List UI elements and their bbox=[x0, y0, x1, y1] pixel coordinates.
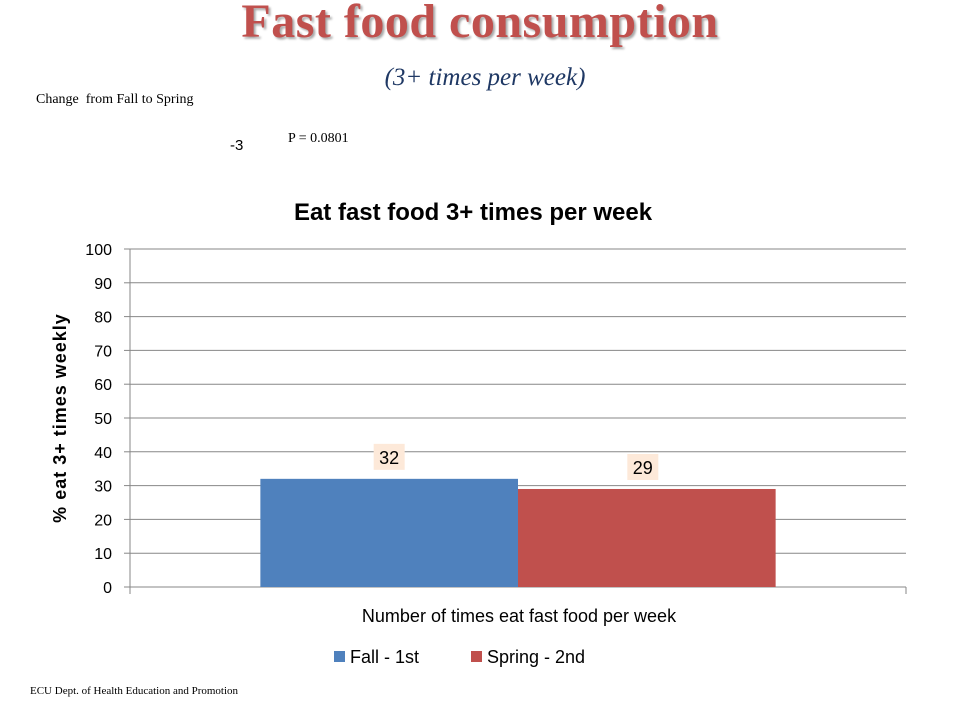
chart-title: Eat fast food 3+ times per week bbox=[294, 199, 653, 226]
slide-subtitle: (3+ times per week) bbox=[384, 64, 586, 91]
bars bbox=[260, 478, 776, 587]
legend-swatch bbox=[334, 651, 345, 662]
data-label: 32 bbox=[379, 448, 399, 468]
bar-spring-2nd bbox=[518, 488, 776, 587]
data-label-bg bbox=[627, 453, 659, 480]
y-tick-label: 20 bbox=[94, 512, 112, 529]
y-tick-label: 70 bbox=[94, 343, 112, 360]
y-tick-label: 50 bbox=[94, 411, 112, 428]
change-label: Change from Fall to Spring bbox=[36, 92, 194, 107]
p-value: P = 0.0801 bbox=[288, 131, 349, 146]
gridlines bbox=[130, 248, 906, 554]
y-tick-label: 40 bbox=[94, 445, 112, 462]
data-labels: 32 29 bbox=[373, 443, 659, 480]
y-tick-label: 60 bbox=[94, 377, 112, 394]
y-tick-label: 10 bbox=[94, 546, 112, 563]
x-axis-label: Number of times eat fast food per week bbox=[362, 606, 677, 626]
y-tick-labels: 0 10 20 30 40 50 60 70 80 90 100 bbox=[85, 242, 112, 597]
legend-swatch bbox=[471, 651, 482, 662]
legend: Fall - 1st Spring - 2nd bbox=[334, 647, 585, 667]
y-tick-label: 90 bbox=[94, 276, 112, 293]
footer-text: ECU Dept. of Health Education and Promot… bbox=[30, 685, 239, 697]
legend-label: Fall - 1st bbox=[350, 647, 419, 667]
y-tick-label: 0 bbox=[103, 580, 112, 597]
y-tick-label: 80 bbox=[94, 310, 112, 327]
slide-title: Fast food consumption bbox=[241, 0, 719, 48]
bar-fall-1st bbox=[260, 478, 518, 587]
y-tick-label: 30 bbox=[94, 479, 112, 496]
change-value: -3 bbox=[230, 137, 244, 154]
y-axis-label: % eat 3+ times weekly bbox=[50, 313, 70, 523]
data-label-bg bbox=[373, 443, 405, 470]
data-label: 29 bbox=[633, 458, 653, 478]
legend-label: Spring - 2nd bbox=[487, 647, 585, 667]
y-tick-label: 100 bbox=[85, 242, 112, 259]
